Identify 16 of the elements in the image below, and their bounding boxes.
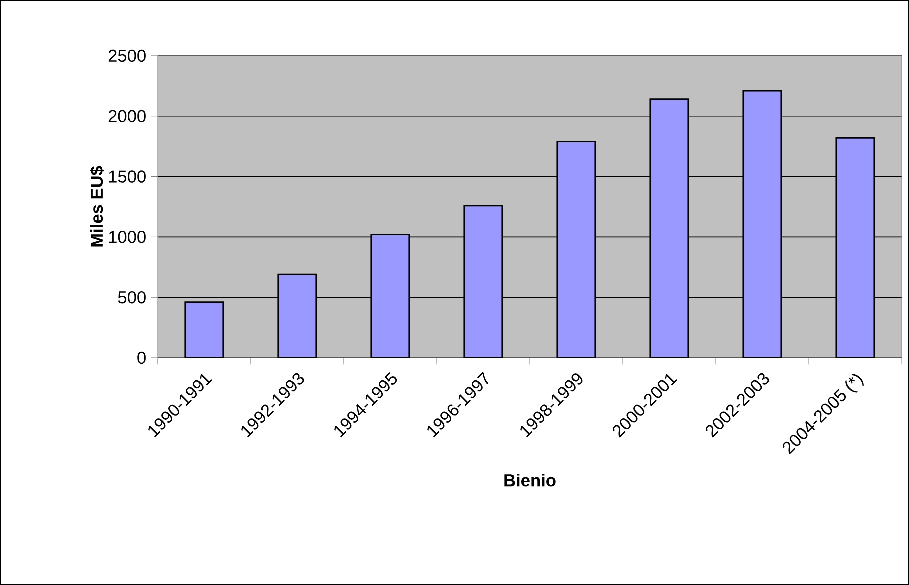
bar [464, 204, 504, 358]
bar [278, 274, 318, 358]
bar [836, 137, 876, 358]
bar [184, 302, 224, 358]
bar [370, 234, 410, 358]
y-tick-label: 0 [138, 352, 146, 364]
x-axis-title: Bienio [504, 474, 556, 487]
y-tick-label: 1500 [109, 170, 146, 183]
y-axis-title: Miles EU$ [90, 166, 104, 247]
y-tick-label: 2500 [108, 50, 146, 62]
y-tick-label: 2000 [108, 110, 146, 123]
y-tick-label: 500 [118, 291, 146, 304]
bar [650, 98, 690, 358]
bar [742, 90, 782, 358]
bar [556, 140, 596, 358]
y-tick-label: 1000 [109, 231, 146, 244]
